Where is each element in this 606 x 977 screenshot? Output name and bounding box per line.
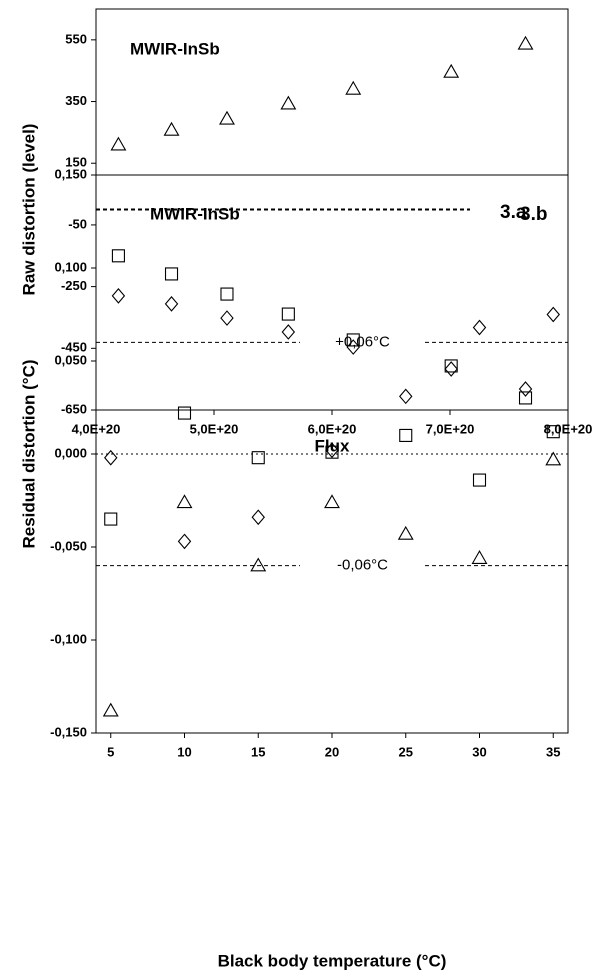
- diamond-marker: [220, 310, 234, 326]
- x-tick-label: 10: [177, 744, 191, 759]
- triangle-marker: [324, 494, 340, 509]
- y-tick-label: 0,150: [54, 166, 87, 181]
- triangle-marker: [471, 550, 488, 564]
- diamond-marker: [472, 319, 487, 336]
- x-axis-title: Black body temperature (°C): [218, 951, 447, 970]
- square-marker: [546, 425, 560, 439]
- x-tick-label: 5,0E+20: [190, 421, 239, 436]
- diamond-marker: [104, 449, 118, 466]
- annotation: 3.b: [520, 204, 547, 225]
- triangle-marker: [517, 35, 534, 50]
- x-tick-label: 15: [251, 744, 265, 759]
- triangle-marker: [219, 110, 235, 125]
- y-axis-title: Residual distortion (°C): [19, 359, 38, 548]
- y-tick-label: -450: [61, 340, 87, 355]
- y-tick-label: 350: [65, 93, 87, 108]
- y-tick-label: -0,100: [50, 631, 87, 646]
- x-tick-label: 30: [472, 744, 486, 759]
- diamond-marker: [518, 381, 533, 397]
- triangle-marker: [545, 451, 562, 466]
- square-marker: [164, 267, 179, 281]
- y-tick-label: 150: [65, 155, 87, 170]
- y-tick-label: -250: [61, 278, 87, 293]
- diamond-marker: [546, 306, 560, 323]
- triangle-marker: [102, 702, 119, 717]
- x-tick-label: 6,0E+20: [308, 421, 357, 436]
- x-tick-label: 7,0E+20: [426, 421, 475, 436]
- diamond-marker: [346, 339, 360, 355]
- y-tick-label: 0,050: [54, 352, 87, 367]
- y-axis-title: Raw distortion (level): [19, 124, 38, 296]
- y-tick-label: -650: [61, 401, 87, 416]
- square-marker: [444, 359, 458, 373]
- square-marker: [220, 287, 234, 301]
- square-marker: [399, 428, 413, 442]
- annotation: MWIR-InSb: [150, 204, 240, 223]
- diamond-marker: [399, 388, 413, 405]
- square-marker: [518, 391, 533, 405]
- x-tick-label: 5: [107, 744, 114, 759]
- triangle-marker: [443, 63, 460, 78]
- annotation: MWIR-InSb: [130, 39, 220, 58]
- triangle-marker: [280, 95, 297, 110]
- square-marker: [325, 445, 339, 459]
- triangle-marker: [163, 121, 180, 136]
- triangle-marker: [397, 525, 414, 540]
- square-marker: [346, 333, 360, 347]
- x-tick-label: 35: [546, 744, 560, 759]
- reference-label: -0,06°C: [337, 557, 388, 574]
- x-tick-label: 25: [399, 744, 413, 759]
- annotation: 3.a: [500, 202, 527, 223]
- y-tick-label: 550: [65, 31, 87, 46]
- diamond-marker: [164, 296, 179, 312]
- y-tick-label: -0,050: [50, 538, 87, 553]
- triangle-marker: [110, 136, 127, 151]
- diamond-marker: [111, 288, 126, 304]
- y-tick-label: 0,100: [54, 259, 87, 274]
- square-marker: [251, 451, 265, 465]
- diamond-marker: [444, 361, 458, 377]
- diamond-marker: [325, 442, 339, 459]
- triangle-marker: [345, 80, 362, 95]
- diamond-marker: [281, 324, 296, 340]
- diamond-marker: [177, 533, 192, 550]
- y-tick-label: -50: [68, 216, 87, 231]
- square-marker: [177, 406, 192, 420]
- reference-label: +0,06°C: [335, 333, 390, 350]
- triangle-marker: [250, 557, 267, 572]
- square-marker: [104, 512, 118, 526]
- square-marker: [472, 473, 487, 487]
- x-tick-label: 20: [325, 744, 339, 759]
- square-marker: [281, 307, 295, 321]
- y-tick-label: -0,150: [50, 724, 87, 739]
- diamond-marker: [251, 509, 265, 526]
- y-tick-label: 0,000: [54, 445, 87, 460]
- triangle-marker: [176, 494, 193, 509]
- square-marker: [111, 249, 125, 263]
